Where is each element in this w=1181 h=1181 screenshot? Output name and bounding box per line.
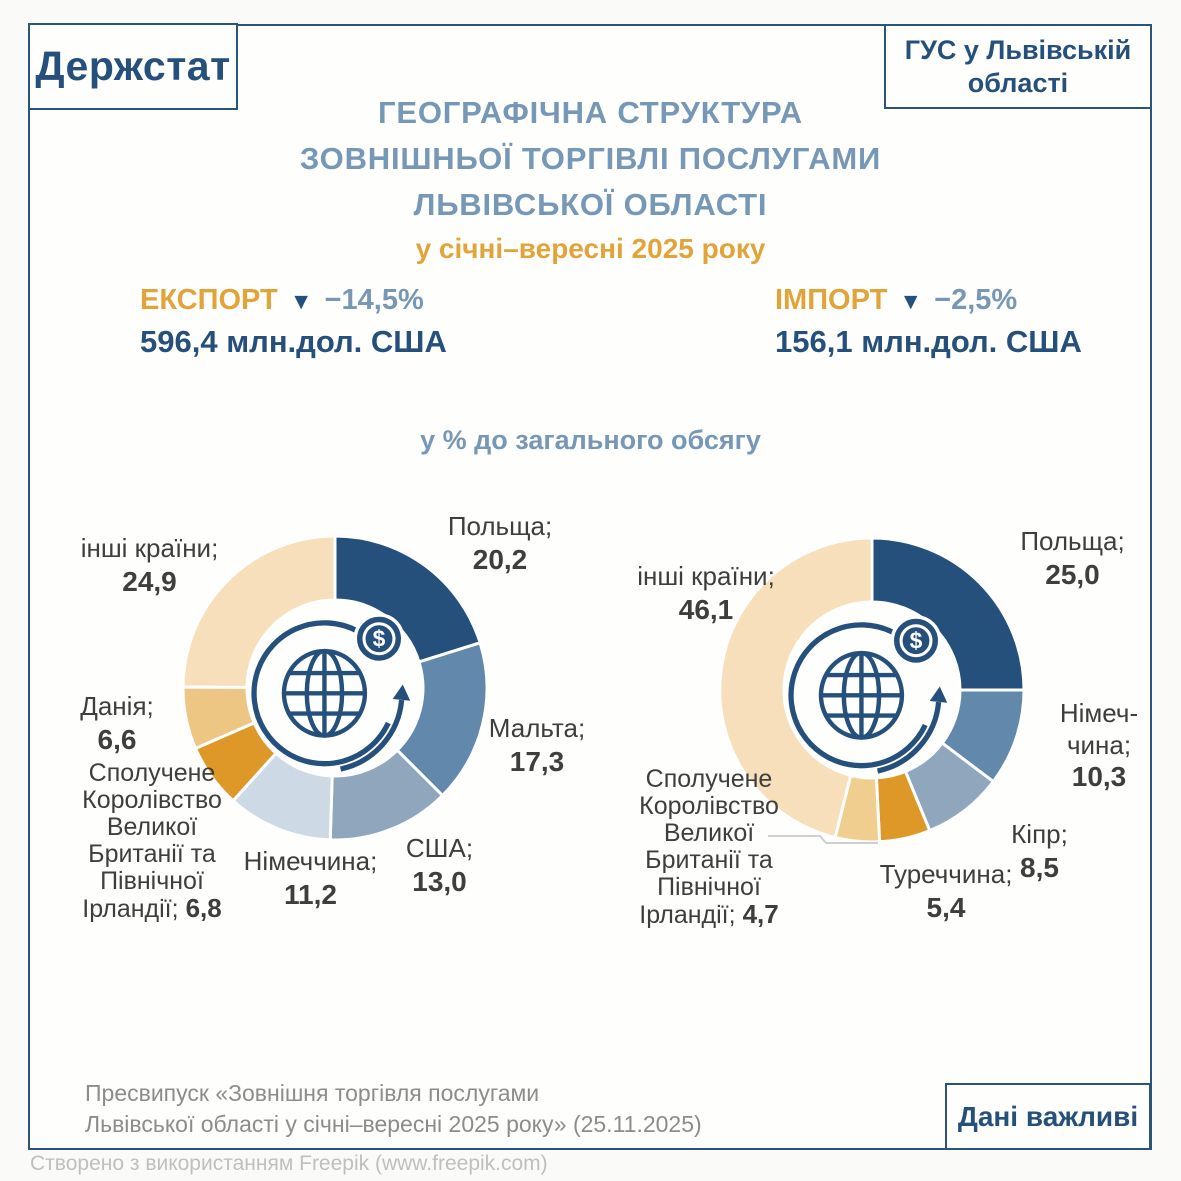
export-stat-headline: ЕКСПОРТ ▼ −14,5% (140, 284, 447, 317)
import-stat-headline: ІМПОРТ ▼ −2,5% (775, 284, 1082, 317)
dollar-icon: $ (910, 628, 923, 654)
data-matters-badge-text: Дані важливі (957, 1100, 1139, 1132)
data-matters-badge: Дані важливі (945, 1083, 1151, 1150)
press-release-reference: Пресвипуск «Зовнішня торгівля послугами … (85, 1080, 702, 1137)
period-subtitle: у січні–вересні 2025 року (415, 233, 766, 264)
title-line-1: ГЕОГРАФІЧНА СТРУКТУРА (378, 95, 803, 130)
title-line-3: ЛЬВІВСЬКОЇ ОБЛАСТІ (413, 187, 768, 222)
callout-import-poland: Польща; 25,0 (1020, 526, 1125, 590)
uk-leader-line (768, 835, 878, 844)
callout-export-uk: Сполучене Королівство Великої Британії т… (82, 759, 222, 923)
callout-export-others: інші країни; 24,9 (80, 533, 219, 597)
callout-export-germany: Німеччина; 11,2 (243, 846, 378, 910)
down-arrow-icon: ▼ (289, 288, 313, 314)
freepik-credit: Створено з використанням Freepik (www.fr… (30, 1152, 548, 1175)
import-change: −2,5% (934, 284, 1018, 316)
callout-export-malta: Мальта; 17,3 (488, 713, 586, 777)
import-donut-chart: $ (718, 536, 1026, 844)
callout-import-others: інші країни; 46,1 (637, 561, 775, 625)
callout-export-denmark: Данія; 6,6 (80, 691, 154, 755)
callout-import-uk: Сполучене Королівство Великої Британії т… (639, 765, 779, 929)
dollar-icon: $ (373, 626, 386, 652)
callout-export-poland: Польща; 20,2 (447, 511, 553, 575)
office-box-text: ГУС у Львівській області (904, 34, 1132, 98)
export-stat: ЕКСПОРТ ▼ −14,5% 596,4 млн.дол. США (140, 284, 447, 360)
export-label: ЕКСПОРТ (140, 284, 278, 316)
down-arrow-icon: ▼ (899, 288, 923, 314)
export-donut-chart: $ (181, 534, 489, 842)
callout-import-germany: Німеч- чина; 10,3 (1059, 698, 1139, 792)
import-label: ІМПОРТ (775, 284, 888, 316)
title-line-2: ЗОВНІШНЬОЇ ТОРГІВЛІ ПОСЛУГАМИ (299, 141, 882, 176)
office-box: ГУС у Львівській області (884, 24, 1152, 109)
globe-dollar-icon: $ (251, 613, 411, 772)
percent-note: у % до загального обсягу (420, 425, 761, 455)
import-stat: ІМПОРТ ▼ −2,5% 156,1 млн.дол. США (775, 284, 1082, 360)
derzhstat-logo-text: Держстат (35, 43, 231, 89)
callout-import-cyprus: Кіпр; 8,5 (1011, 819, 1068, 883)
callout-import-turkey: Туреччина; 5,4 (879, 859, 1013, 923)
import-value: 156,1 млн.дол. США (775, 324, 1082, 359)
callout-export-usa: США; 13,0 (405, 833, 474, 897)
export-change: −14,5% (324, 284, 424, 316)
page-title: ГЕОГРАФІЧНА СТРУКТУРА ЗОВНІШНЬОЇ ТОРГІВЛ… (168, 90, 1013, 228)
export-value: 596,4 млн.дол. США (140, 324, 447, 359)
globe-dollar-icon: $ (788, 615, 948, 774)
derzhstat-logo: Держстат (28, 23, 238, 110)
